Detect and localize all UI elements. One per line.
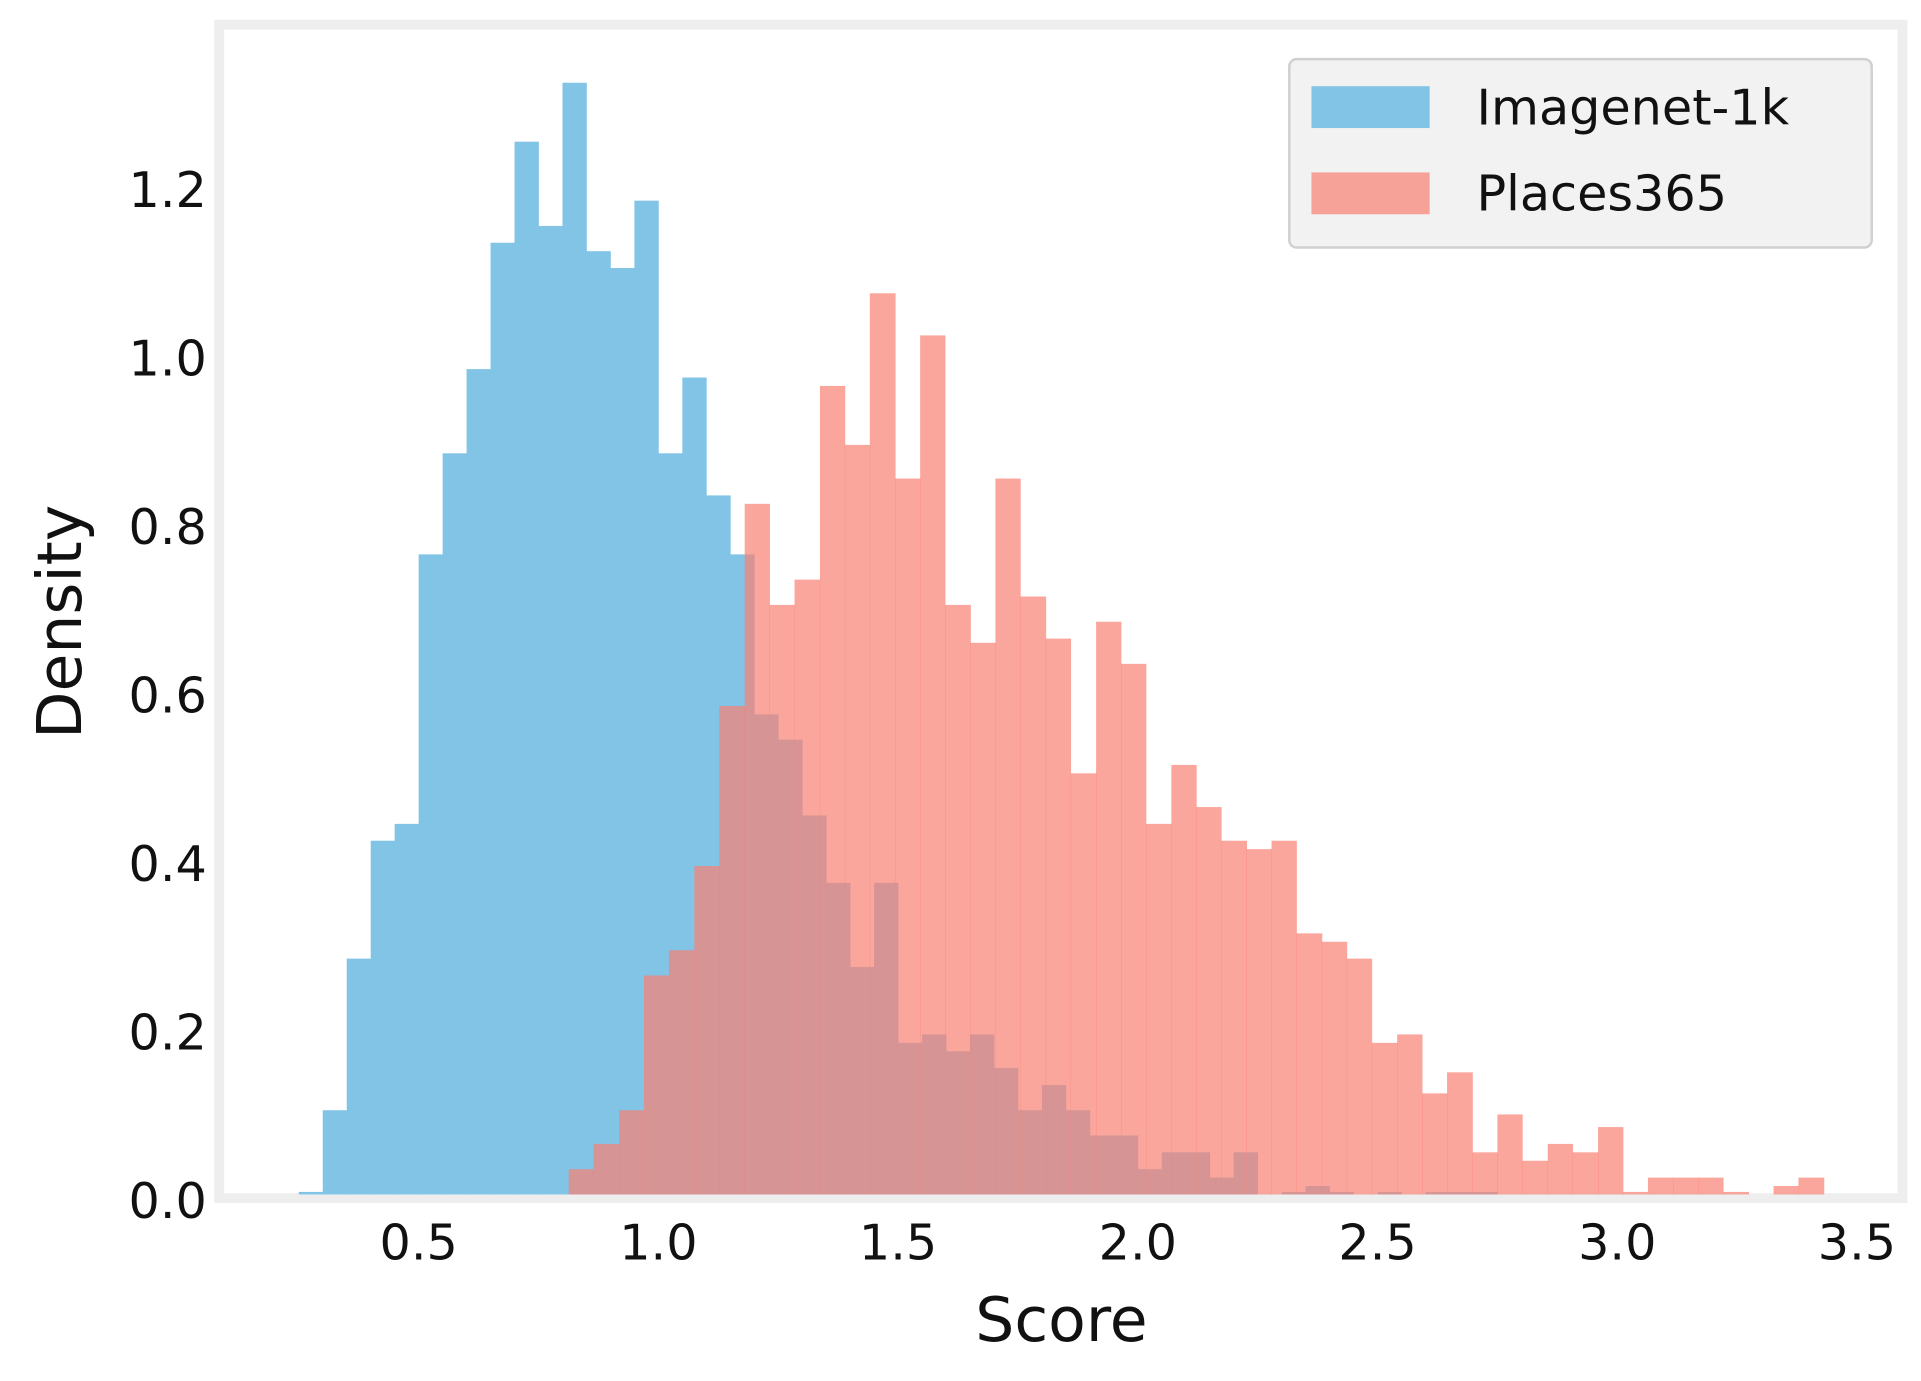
legend-label: Imagenet-1k xyxy=(1476,78,1789,136)
histogram-bar xyxy=(668,950,695,1195)
x-axis-label: Score xyxy=(975,1284,1147,1356)
histogram-bar xyxy=(394,823,420,1195)
histogram-bar xyxy=(514,141,539,1195)
x-tick-label: 2.0 xyxy=(1099,1214,1177,1272)
histogram-bar xyxy=(370,840,396,1195)
histogram-bar xyxy=(298,1191,324,1195)
histogram-bar xyxy=(1296,933,1323,1195)
histogram-bar xyxy=(1171,764,1197,1195)
y-axis-label: Density xyxy=(24,505,96,739)
legend-swatch xyxy=(1311,172,1430,215)
histogram-bar xyxy=(1673,1177,1699,1195)
histogram-bar xyxy=(593,1143,620,1195)
histogram-bar xyxy=(1522,1160,1549,1195)
histogram-bar xyxy=(1472,1152,1498,1195)
y-tick-label: 1.0 xyxy=(129,330,207,388)
histogram-bar xyxy=(1045,638,1072,1195)
histogram-bar xyxy=(1422,1093,1448,1195)
x-tick-label: 1.0 xyxy=(619,1214,697,1272)
histogram-bar xyxy=(920,335,946,1195)
y-tick-label: 0.6 xyxy=(129,666,207,724)
histogram-bar xyxy=(1221,840,1248,1195)
histogram-bar xyxy=(1346,958,1373,1195)
x-tick-label: 2.5 xyxy=(1338,1214,1416,1272)
histogram-bar xyxy=(970,642,996,1195)
histogram-bar xyxy=(794,579,821,1195)
histogram-bar xyxy=(466,369,491,1195)
histogram-bar xyxy=(1723,1191,1749,1195)
histogram-bar xyxy=(1622,1191,1649,1195)
histogram-bar xyxy=(538,225,563,1195)
histogram-bar xyxy=(1773,1186,1799,1195)
histogram-bar xyxy=(869,293,896,1195)
x-tick-label: 3.0 xyxy=(1578,1214,1656,1272)
y-tick-label: 0.0 xyxy=(129,1172,207,1230)
histogram-bar xyxy=(1598,1127,1624,1195)
histogram-bar xyxy=(1121,663,1147,1195)
histogram-bar xyxy=(568,1169,595,1195)
histogram-bar xyxy=(562,82,587,1195)
histogram-bar xyxy=(694,865,720,1195)
histogram-bar xyxy=(1271,840,1297,1195)
histogram-bar xyxy=(769,604,795,1195)
histogram-bar xyxy=(346,958,372,1195)
x-tick-label: 0.5 xyxy=(379,1214,457,1272)
histogram-bar xyxy=(1020,596,1047,1195)
x-tick-label: 3.5 xyxy=(1818,1214,1896,1272)
histogram-bar xyxy=(1547,1143,1574,1195)
histogram-bar xyxy=(643,975,670,1195)
histogram-bar xyxy=(1698,1177,1724,1195)
histogram-bar xyxy=(619,1110,645,1195)
histogram-bar xyxy=(1096,621,1122,1195)
histogram-bar xyxy=(1798,1177,1825,1195)
y-tick-label: 0.2 xyxy=(129,1003,207,1061)
histogram-bar xyxy=(490,242,515,1195)
histogram-bar xyxy=(1371,1042,1398,1195)
histogram-bar xyxy=(995,478,1021,1195)
histogram-bar xyxy=(819,385,846,1195)
legend: Imagenet-1k Places365 xyxy=(1288,57,1873,249)
histogram-bar xyxy=(719,705,746,1195)
legend-label: Places365 xyxy=(1476,165,1727,223)
histogram-bar xyxy=(1447,1072,1473,1195)
histogram-bar xyxy=(945,604,971,1195)
histogram-bar xyxy=(322,1110,348,1195)
bars xyxy=(298,82,1825,1195)
histogram-bar xyxy=(418,554,443,1195)
axes: 0.5 1.0 1.5 2.0 2.5 3.0 3.5 0.0 0.2 0.4 0.6 0.8 1.0 1… xyxy=(129,161,1897,1272)
histogram-bar xyxy=(1647,1177,1674,1195)
histogram-bar xyxy=(1572,1152,1599,1195)
histogram-bar xyxy=(895,478,921,1195)
histogram-bar xyxy=(1246,849,1272,1195)
histogram-bar xyxy=(1070,773,1097,1195)
y-tick-label: 0.8 xyxy=(129,498,207,556)
legend-box xyxy=(1288,57,1873,249)
histogram-bar xyxy=(1196,807,1222,1195)
legend-swatch xyxy=(1311,86,1430,129)
y-tick-label: 1.2 xyxy=(129,161,207,219)
histogram-bar xyxy=(1321,941,1348,1195)
x-tick-label: 1.5 xyxy=(859,1214,937,1272)
y-tick-label: 0.4 xyxy=(129,835,207,893)
histogram-bar xyxy=(744,503,770,1195)
histogram-bar xyxy=(844,444,871,1195)
histogram-bar xyxy=(1497,1114,1523,1195)
histogram-bar xyxy=(1397,1034,1423,1195)
histogram-bar xyxy=(1145,823,1172,1195)
histogram-bar xyxy=(442,453,467,1195)
histogram-bar xyxy=(586,251,611,1195)
histogram-bar xyxy=(610,268,635,1195)
